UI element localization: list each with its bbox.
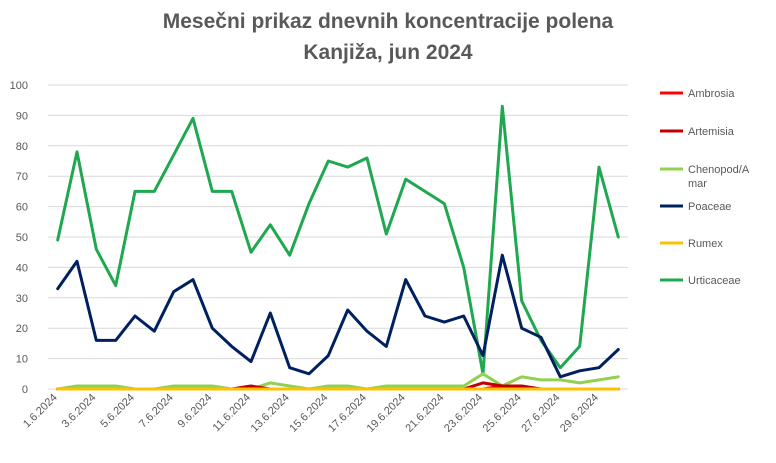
x-tick-label: 21.6.2024 bbox=[403, 392, 446, 435]
x-tick-label: 29.6.2024 bbox=[558, 392, 601, 435]
y-tick-label: 100 bbox=[10, 80, 28, 92]
x-tick-label: 9.6.2024 bbox=[176, 392, 215, 431]
legend-label: Poaceae bbox=[688, 201, 731, 213]
y-tick-label: 0 bbox=[22, 384, 28, 396]
legend-label: Urticaceae bbox=[688, 275, 741, 287]
x-tick-label: 19.6.2024 bbox=[365, 392, 408, 435]
x-tick-label: 23.6.2024 bbox=[442, 392, 485, 435]
y-tick-label: 10 bbox=[16, 354, 28, 366]
x-tick-label: 27.6.2024 bbox=[519, 392, 562, 435]
x-tick-label: 11.6.2024 bbox=[211, 392, 254, 435]
y-tick-label: 80 bbox=[16, 141, 28, 153]
y-tick-label: 70 bbox=[16, 171, 28, 183]
x-tick-label: 5.6.2024 bbox=[98, 392, 137, 431]
legend-label: Artemisia bbox=[688, 126, 735, 138]
y-tick-label: 30 bbox=[16, 293, 28, 305]
legend-label: Rumex bbox=[688, 238, 723, 250]
chart-subtitle: Kanjiža, jun 2024 bbox=[303, 41, 473, 64]
x-tick-label: 7.6.2024 bbox=[137, 392, 176, 431]
x-tick-label: 13.6.2024 bbox=[249, 392, 292, 435]
legend-label: Ambrosia bbox=[688, 88, 735, 100]
y-tick-label: 90 bbox=[16, 110, 28, 122]
y-tick-label: 60 bbox=[16, 202, 28, 214]
series-line-urticaceae bbox=[56, 104, 620, 376]
y-tick-label: 40 bbox=[16, 262, 28, 274]
legend-label: Chenopod/A bbox=[688, 164, 750, 176]
legend-label-line2: mar bbox=[688, 178, 707, 190]
y-tick-label: 50 bbox=[16, 232, 28, 244]
x-tick-label: 3.6.2024 bbox=[60, 392, 99, 431]
x-tick-label: 15.6.2024 bbox=[287, 392, 330, 435]
x-tick-label: 17.6.2024 bbox=[326, 392, 369, 435]
chart-title: Mesečni prikaz dnevnih koncentracije pol… bbox=[162, 10, 614, 33]
x-tick-label: 1.6.2024 bbox=[21, 392, 60, 431]
x-tick-label: 25.6.2024 bbox=[481, 392, 524, 435]
series-line-poaceae bbox=[56, 253, 620, 379]
y-tick-label: 20 bbox=[16, 323, 28, 335]
